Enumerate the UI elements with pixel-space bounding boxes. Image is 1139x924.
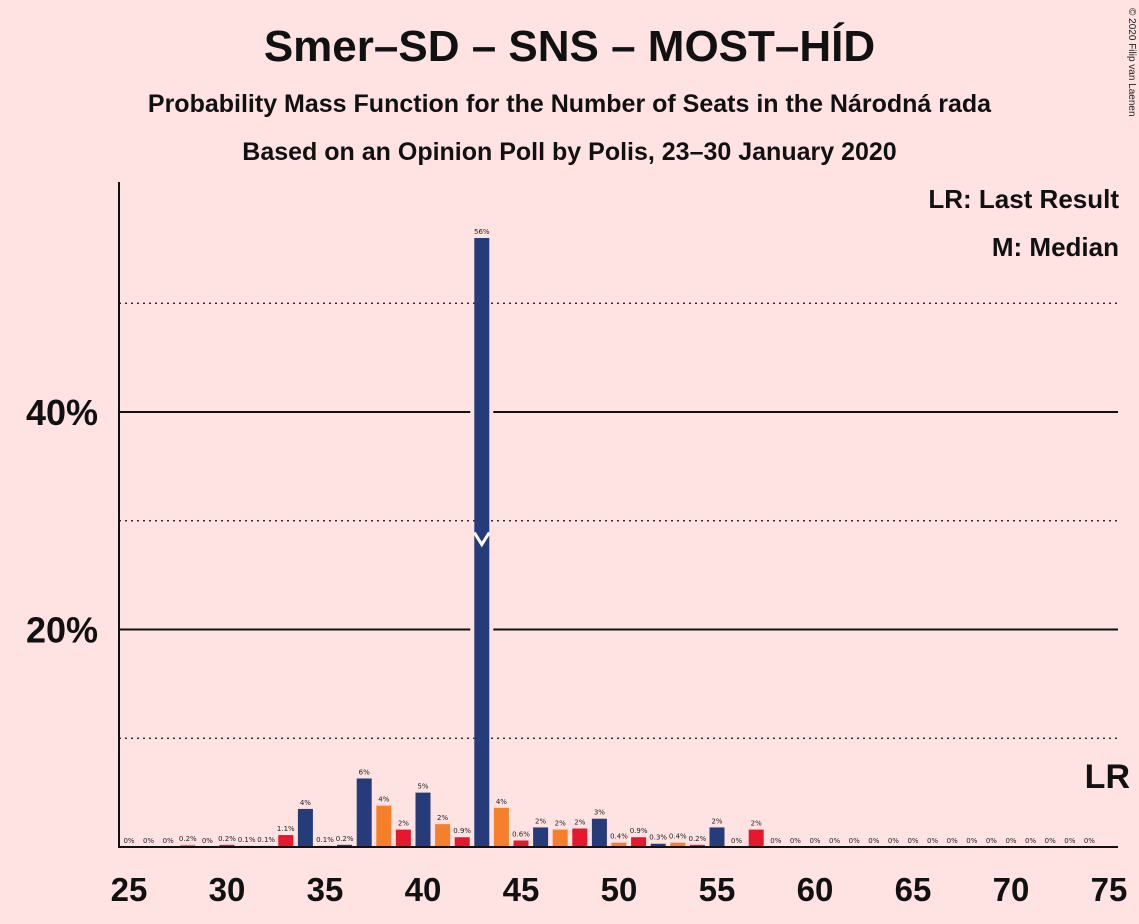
- bar-label-seat-54: 0.2%: [689, 835, 707, 843]
- bar-seat-48: [572, 828, 588, 847]
- bar-seat-40: [415, 792, 431, 847]
- bar-label-seat-69: 0%: [986, 837, 997, 845]
- last-result-marker: LR: [1085, 758, 1130, 796]
- bar-seat-46: [533, 827, 549, 847]
- bar-label-seat-25: 0%: [123, 837, 134, 845]
- bar-label-seat-30: 0.2%: [218, 835, 236, 843]
- bar-label-seat-37: 6%: [359, 768, 370, 776]
- x-tick-label: 25: [111, 871, 148, 908]
- bar-seat-33: [278, 835, 294, 847]
- bar-label-seat-33: 1.1%: [277, 825, 295, 833]
- bar-label-seat-60: 0%: [809, 837, 820, 845]
- y-tick-label: 40%: [26, 392, 98, 433]
- bar-label-seat-26: 0%: [143, 837, 154, 845]
- bar-label-seat-40: 5%: [417, 783, 428, 791]
- x-tick-label: 35: [307, 871, 344, 908]
- bar-label-seat-35: 0.1%: [316, 836, 334, 844]
- bar-seat-50: [611, 842, 627, 847]
- bar-label-seat-32: 0.1%: [257, 836, 275, 844]
- bar-label-seat-34: 4%: [300, 799, 311, 807]
- bar-seat-28: [180, 844, 196, 847]
- bar-seat-44: [493, 807, 509, 847]
- x-tick-label: 40: [405, 871, 442, 908]
- bar-label-seat-44: 4%: [496, 798, 507, 806]
- x-tick-label: 45: [503, 871, 540, 908]
- bar-seat-41: [435, 824, 451, 847]
- chart-subtitle-poll: Based on an Opinion Poll by Polis, 23–30…: [242, 138, 897, 166]
- bar-label-seat-31: 0.1%: [238, 836, 256, 844]
- bar-label-seat-56: 0%: [731, 837, 742, 845]
- bar-label-seat-62: 0%: [849, 837, 860, 845]
- bar-seat-54: [689, 844, 705, 847]
- bar-label-seat-41: 2%: [437, 814, 448, 822]
- bar-label-seat-38: 4%: [378, 796, 389, 804]
- bar-label-seat-46: 2%: [535, 817, 546, 825]
- bar-label-seat-51: 0.9%: [630, 827, 648, 835]
- x-tick-label: 30: [209, 871, 246, 908]
- median-marker: [473, 531, 491, 548]
- x-tick-label: 75: [1091, 871, 1128, 908]
- bar-label-seat-59: 0%: [790, 837, 801, 845]
- bar-label-seat-29: 0%: [202, 837, 213, 845]
- bar-label-seat-58: 0%: [770, 837, 781, 845]
- x-tick-label: 60: [797, 871, 834, 908]
- bar-label-seat-74: 0%: [1084, 837, 1095, 845]
- bar-label-seat-66: 0%: [927, 837, 938, 845]
- bar-label-seat-43: 56%: [474, 228, 490, 236]
- bar-seat-37: [356, 778, 372, 847]
- bar-seat-49: [591, 818, 607, 847]
- bar-seat-45: [513, 840, 529, 847]
- bar-label-seat-27: 0%: [163, 837, 174, 845]
- bar-seat-42: [454, 837, 470, 847]
- chart-subtitle: Probability Mass Function for the Number…: [147, 90, 992, 118]
- chart-title: Smer–SD – SNS – MOST–HÍD: [263, 22, 876, 71]
- bar-label-seat-72: 0%: [1045, 837, 1056, 845]
- bar-seat-51: [631, 837, 647, 847]
- bar-label-seat-55: 2%: [711, 817, 722, 825]
- bar-label-seat-61: 0%: [829, 837, 840, 845]
- bar-label-seat-47: 2%: [555, 820, 566, 828]
- bar-label-seat-73: 0%: [1064, 837, 1075, 845]
- bar-label-seat-28: 0.2%: [179, 835, 197, 843]
- bar-label-seat-48: 2%: [574, 819, 585, 827]
- x-tick-label: 70: [993, 871, 1030, 908]
- bar-seat-57: [748, 829, 764, 847]
- bar-seat-30: [219, 844, 235, 847]
- bar-label-seat-64: 0%: [888, 837, 899, 845]
- bar-label-seat-52: 0.3%: [649, 834, 667, 842]
- bar-label-seat-70: 0%: [1005, 837, 1016, 845]
- bar-seat-52: [650, 843, 666, 847]
- bar-seat-34: [297, 808, 313, 847]
- bar-label-seat-57: 2%: [751, 820, 762, 828]
- bar-label-seat-63: 0%: [868, 837, 879, 845]
- bar-seat-39: [395, 829, 411, 847]
- bar-label-seat-49: 3%: [594, 809, 605, 817]
- x-tick-label: 65: [895, 871, 932, 908]
- x-tick-label: 55: [699, 871, 736, 908]
- bar-label-seat-39: 2%: [398, 820, 409, 828]
- bar-seat-47: [552, 829, 568, 847]
- bar-label-seat-42: 0.9%: [453, 827, 471, 835]
- bar-label-seat-45: 0.6%: [512, 830, 530, 838]
- legend-last-result: LR: Last Result: [928, 184, 1119, 214]
- bar-seat-55: [709, 827, 725, 847]
- bar-seat-53: [670, 842, 686, 847]
- bar-label-seat-50: 0.4%: [610, 833, 628, 841]
- y-tick-label: 20%: [26, 610, 98, 651]
- bar-label-seat-68: 0%: [966, 837, 977, 845]
- bar-label-seat-36: 0.2%: [336, 835, 354, 843]
- bar-label-seat-71: 0%: [1025, 837, 1036, 845]
- x-tick-label: 50: [601, 871, 638, 908]
- bar-seat-38: [376, 805, 392, 847]
- bar-seat-36: [337, 844, 353, 847]
- bar-label-seat-53: 0.4%: [669, 833, 687, 841]
- bar-label-seat-67: 0%: [947, 837, 958, 845]
- legend-median: M: Median: [991, 232, 1119, 262]
- bar-label-seat-65: 0%: [907, 837, 918, 845]
